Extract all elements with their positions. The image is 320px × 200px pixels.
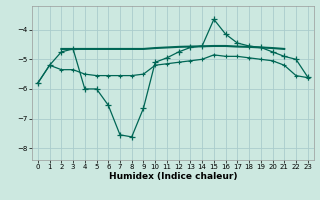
X-axis label: Humidex (Indice chaleur): Humidex (Indice chaleur) (108, 172, 237, 181)
